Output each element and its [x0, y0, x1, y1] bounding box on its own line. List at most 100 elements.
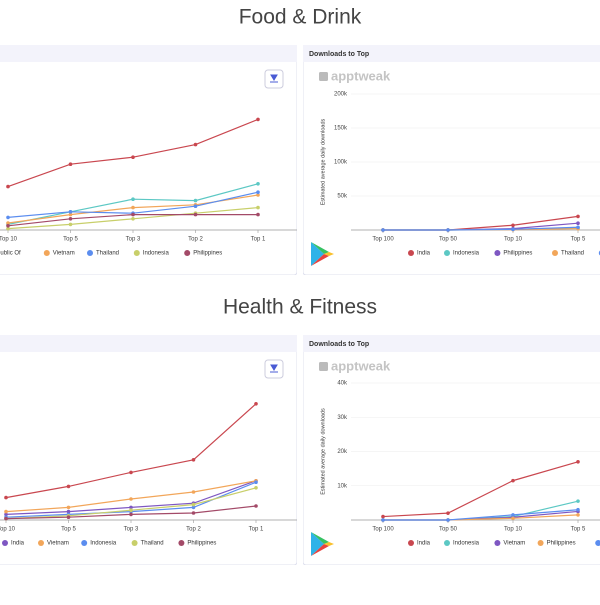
y-axis-label: Estimated average daily downloads — [320, 408, 326, 495]
data-point — [511, 227, 515, 232]
data-point — [66, 505, 71, 510]
legend-swatch — [87, 250, 93, 256]
data-point — [446, 518, 450, 522]
store-icon — [324, 252, 334, 256]
legend-swatch — [133, 250, 140, 256]
legend-label: Vietnam — [503, 541, 525, 547]
legend-swatch — [408, 540, 414, 546]
logo-icon — [319, 72, 328, 81]
legend-label: Philippines — [503, 251, 532, 257]
legend-label: Indonesia — [90, 541, 117, 547]
legend-label: Philippines — [547, 541, 576, 547]
data-point — [381, 228, 385, 232]
data-point — [4, 516, 8, 521]
panel-header — [303, 335, 600, 352]
legend-label: India — [417, 251, 431, 257]
data-point — [193, 212, 198, 217]
store-icon — [324, 542, 334, 546]
legend-swatch — [2, 540, 8, 546]
y-tick-label: 10k — [337, 483, 348, 489]
data-point — [68, 222, 73, 227]
legend-swatch — [444, 540, 450, 546]
data-point — [511, 513, 515, 517]
data-point — [129, 505, 133, 510]
x-tick-label: Top 50 — [439, 237, 458, 243]
data-point — [6, 184, 10, 189]
data-point — [254, 486, 258, 490]
legend-label: Thailand — [141, 541, 164, 547]
data-point — [131, 217, 135, 221]
legend-label: Vietnam — [53, 251, 75, 257]
data-point — [193, 142, 198, 147]
x-tick-label: Top 5 — [571, 237, 586, 243]
store-icon — [311, 544, 329, 556]
store-icon — [311, 532, 324, 556]
data-point — [381, 514, 385, 519]
data-point — [191, 502, 196, 507]
y-tick-label: 100k — [334, 160, 348, 166]
panel-title: Downloads to Top — [309, 51, 369, 58]
logo: apptweak — [331, 68, 391, 83]
x-tick-label: Top 3 — [126, 237, 141, 243]
data-point — [576, 499, 580, 503]
legend-label: Vietnam — [47, 541, 69, 547]
legend-label: Indonesia — [453, 541, 480, 547]
data-point — [256, 205, 260, 210]
data-point — [66, 484, 71, 489]
data-point — [4, 495, 8, 500]
data-point — [4, 512, 8, 517]
data-point — [254, 402, 258, 406]
x-tick-label: Top 1 — [251, 237, 266, 243]
download-icon — [270, 364, 278, 373]
x-tick-label: Top 10 — [0, 237, 18, 243]
x-tick-label: Top 3 — [124, 527, 139, 533]
x-tick-label: Top 2 — [188, 237, 203, 243]
data-point — [576, 513, 580, 517]
data-point — [129, 508, 133, 512]
data-point — [68, 217, 73, 221]
x-tick-label: Top 10 — [504, 237, 523, 243]
data-point — [256, 212, 260, 217]
y-tick-label: 150k — [334, 126, 348, 132]
data-point — [68, 212, 73, 217]
x-tick-label: Top 5 — [571, 527, 586, 533]
panel-frame — [0, 335, 297, 565]
legend-swatch — [184, 250, 191, 256]
data-point — [6, 215, 10, 220]
data-point — [511, 516, 515, 521]
legend-swatch — [494, 540, 501, 546]
legend-swatch — [595, 540, 600, 546]
data-point — [191, 505, 196, 510]
data-point — [193, 198, 198, 203]
data-point — [576, 225, 580, 230]
chart-panel: Top 10 Top 5 Top 3 Top 2 Top 1 India Vietnam In… — [0, 335, 297, 565]
data-point — [6, 224, 10, 228]
panel-title: Downloads to Top — [309, 341, 369, 348]
panel-frame — [303, 335, 600, 565]
data-point — [191, 511, 196, 515]
legend-label: Philippines — [193, 251, 222, 257]
data-point — [254, 504, 258, 508]
y-tick-label: 40k — [337, 381, 348, 387]
data-point — [191, 490, 196, 494]
data-point — [381, 518, 385, 522]
x-tick-label: Top 1 — [249, 527, 264, 533]
legend-swatch — [537, 540, 544, 546]
data-point — [576, 221, 580, 225]
chart-panel: Downloads to Top apptweak Estimated averag… — [303, 45, 600, 275]
data-point — [129, 470, 133, 475]
y-tick-label: 20k — [337, 449, 348, 455]
series-line — [383, 509, 579, 521]
y-axis-label: Estimated average daily downloads — [320, 118, 326, 205]
legend-label: India — [417, 541, 431, 547]
x-tick-label: Top 50 — [439, 527, 458, 533]
x-tick-label: Top 100 — [372, 527, 394, 533]
data-point — [66, 515, 71, 519]
panel-header — [0, 335, 297, 352]
data-point — [576, 507, 580, 512]
store-icon — [311, 532, 329, 544]
data-point — [6, 226, 10, 231]
data-point — [129, 497, 133, 501]
y-tick-label: 50k — [337, 194, 348, 200]
